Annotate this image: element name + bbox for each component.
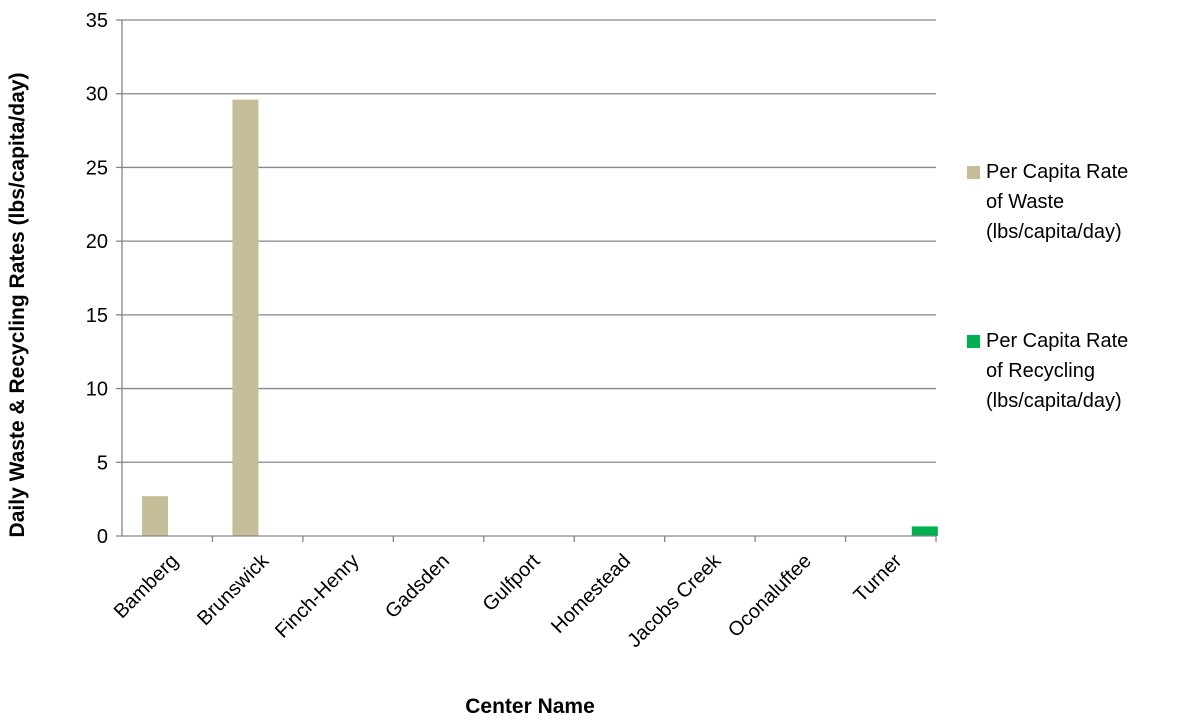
y-axis-title: Daily Waste & Recycling Rates (lbs/capit… xyxy=(6,73,29,538)
legend-label: of Waste xyxy=(986,191,1064,213)
legend-label: (lbs/capita/day) xyxy=(986,390,1122,412)
x-tick-label: Jacobs Creek xyxy=(623,549,726,652)
legend-label: of Recycling xyxy=(986,360,1095,382)
legend-swatch-recycling xyxy=(967,335,980,348)
x-tick-label: Gadsden xyxy=(381,550,454,623)
bars xyxy=(142,99,938,537)
x-axis-title: Center Name xyxy=(465,695,595,718)
y-tick-label: 35 xyxy=(86,10,108,32)
x-tick-label: Oconaluftee xyxy=(724,550,816,642)
y-tick-label: 30 xyxy=(86,84,108,106)
bar-waste-brunswick xyxy=(232,99,259,537)
legend-label: Per Capita Rate xyxy=(986,161,1128,183)
x-tick-label: Homestead xyxy=(547,550,635,638)
bar-recycling-turner xyxy=(911,526,938,536)
y-tick-label: 0 xyxy=(97,526,108,548)
legend-label: Per Capita Rate xyxy=(986,330,1128,352)
x-tick-label: Brunswick xyxy=(193,549,274,630)
x-tick-label: Turner xyxy=(850,550,907,607)
legend: Per Capita Rate of Waste (lbs/capita/day) P… xyxy=(967,161,1128,412)
x-tick-label: Finch-Henry xyxy=(271,550,364,643)
y-tick-label: 25 xyxy=(86,157,108,179)
axes xyxy=(121,20,937,542)
bar-waste-bamberg xyxy=(142,496,168,536)
x-tick-label: Bamberg xyxy=(110,550,183,623)
y-tick-label: 15 xyxy=(86,305,108,327)
y-tick-labels: 0 5 10 15 20 25 30 35 xyxy=(86,10,108,548)
y-tick-label: 20 xyxy=(86,231,108,253)
legend-label: (lbs/capita/day) xyxy=(986,221,1122,243)
y-tick-label: 10 xyxy=(86,379,108,401)
legend-swatch-waste xyxy=(967,166,980,179)
x-tick-label: Gulfport xyxy=(479,550,545,616)
y-tick-label: 5 xyxy=(97,452,108,474)
